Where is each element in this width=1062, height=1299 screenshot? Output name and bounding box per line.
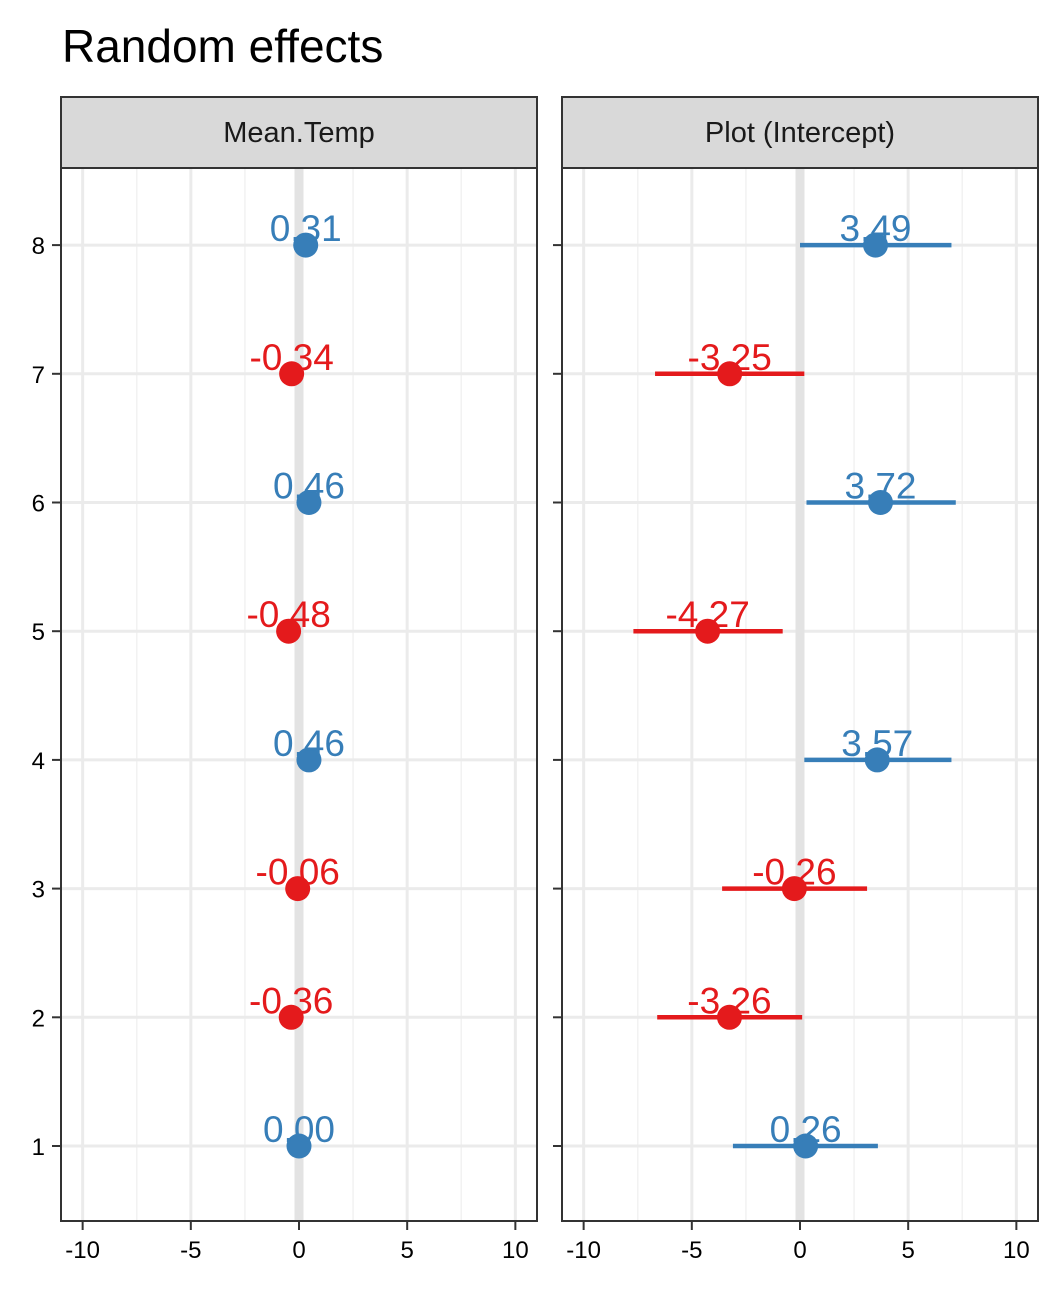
x-tick-label: -10 (566, 1237, 601, 1264)
y-tick-label: 5 (32, 619, 45, 646)
y-tick-label: 1 (32, 1134, 45, 1161)
point-estimate (279, 361, 305, 387)
x-tick-label: 10 (1003, 1237, 1030, 1264)
value-label: 0.46 (273, 723, 345, 764)
x-tick-label: 5 (902, 1237, 915, 1264)
value-label: 0.31 (270, 208, 342, 249)
x-tick-label: -10 (65, 1237, 100, 1264)
facet-panel-1: Mean.Temp 0.00 -0.36 -0.06 0.46 -0.48 0.46 -0.3… (32, 96, 538, 1264)
value-label: 3.57 (841, 723, 913, 764)
point-estimate (286, 1133, 312, 1159)
value-label: -4.27 (665, 594, 749, 635)
y-tick-label: 8 (32, 233, 45, 260)
point-estimate (867, 490, 893, 515)
value-label: -3.26 (687, 980, 771, 1021)
value-label: 0.46 (273, 466, 345, 507)
y-tick-label: 2 (32, 1005, 45, 1032)
value-label: 3.49 (840, 208, 912, 249)
point-estimate (296, 747, 322, 773)
value-label: -0.34 (249, 337, 333, 378)
x-tick-label: 0 (292, 1237, 305, 1264)
facet-strip (60, 96, 538, 169)
point-estimate (716, 1004, 742, 1030)
value-label: -0.48 (246, 594, 330, 635)
point-estimate (793, 1133, 819, 1159)
point-estimate (781, 876, 807, 902)
y-tick-label: 4 (32, 748, 45, 775)
point-estimate (285, 876, 311, 902)
point-estimate (293, 232, 319, 258)
point-estimate (863, 232, 889, 258)
point-estimate (296, 490, 322, 515)
x-tick-label: 10 (502, 1237, 529, 1264)
point-estimate (864, 747, 890, 773)
value-label: 3.72 (844, 466, 916, 507)
chart-title: Random effects (62, 20, 383, 72)
facet-strip (561, 96, 1039, 169)
y-tick-label: 7 (32, 362, 45, 389)
y-tick-label: 3 (32, 877, 45, 904)
point-estimate (278, 1004, 304, 1030)
value-label: -0.26 (752, 852, 836, 893)
point-estimate (276, 618, 302, 644)
plot-layer: Mean.Temp 0.00 -0.36 -0.06 0.46 -0.48 0.46 -0.3… (32, 96, 1039, 1264)
point-estimate (717, 361, 743, 387)
value-label: -0.06 (256, 852, 340, 893)
x-tick-label: -5 (681, 1237, 702, 1264)
x-tick-label: 0 (793, 1237, 806, 1264)
facet-strip-label: Mean.Temp (223, 117, 375, 149)
facet-strip-label: Plot (Intercept) (705, 117, 895, 149)
y-tick-label: 6 (32, 491, 45, 518)
value-label: 0.00 (263, 1109, 335, 1150)
value-label: 0.26 (770, 1109, 842, 1150)
x-tick-label: -5 (180, 1237, 201, 1264)
value-label: -3.25 (688, 337, 772, 378)
facet-panel-2: Plot (Intercept) 0.26 -3.26 -0.26 3.57 -4.27 3… (553, 96, 1039, 1264)
x-tick-label: 5 (401, 1237, 414, 1264)
value-label: -0.36 (249, 980, 333, 1021)
point-estimate (695, 618, 721, 644)
